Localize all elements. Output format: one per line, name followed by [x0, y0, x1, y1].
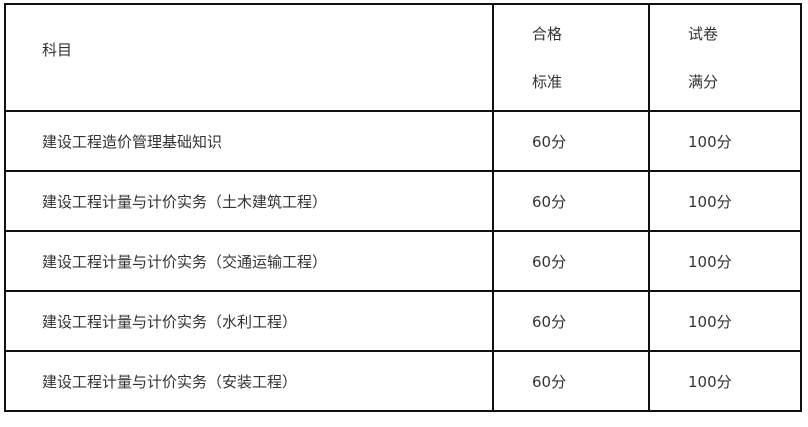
cell-full: 100分 [648, 230, 802, 292]
header-pass-line1: 合格 [532, 24, 563, 43]
header-subject: 科目 [4, 3, 494, 112]
cell-full: 100分 [648, 350, 802, 412]
score-table: 科目 合格 标准 试卷 满分 建设工程造价管理基础知识 60分 100分 建设工… [4, 3, 802, 412]
cell-pass: 60分 [492, 170, 650, 232]
cell-subject: 建设工程计量与计价实务（水利工程） [4, 290, 494, 352]
cell-pass: 60分 [492, 350, 650, 412]
header-pass-line2: 标准 [532, 72, 563, 91]
header-subject-label: 科目 [42, 41, 73, 59]
cell-pass: 60分 [492, 110, 650, 172]
cell-full: 100分 [648, 290, 802, 352]
header-full-line1: 试卷 [688, 24, 719, 43]
table-row: 建设工程计量与计价实务（水利工程） 60分 100分 [4, 290, 802, 352]
cell-subject: 建设工程计量与计价实务（安装工程） [4, 350, 494, 412]
cell-subject: 建设工程计量与计价实务（土木建筑工程） [4, 170, 494, 232]
table-row: 建设工程造价管理基础知识 60分 100分 [4, 110, 802, 172]
header-full-score: 试卷 满分 [648, 3, 802, 112]
cell-full: 100分 [648, 170, 802, 232]
table-row: 建设工程计量与计价实务（交通运输工程） 60分 100分 [4, 230, 802, 292]
table-row: 建设工程计量与计价实务（土木建筑工程） 60分 100分 [4, 170, 802, 232]
cell-subject: 建设工程计量与计价实务（交通运输工程） [4, 230, 494, 292]
cell-pass: 60分 [492, 290, 650, 352]
cell-full: 100分 [648, 110, 802, 172]
header-pass-standard: 合格 标准 [492, 3, 650, 112]
table-row: 建设工程计量与计价实务（安装工程） 60分 100分 [4, 350, 802, 412]
header-full-line2: 满分 [688, 72, 719, 91]
cell-subject: 建设工程造价管理基础知识 [4, 110, 494, 172]
table-header-row: 科目 合格 标准 试卷 满分 [4, 3, 802, 112]
cell-pass: 60分 [492, 230, 650, 292]
